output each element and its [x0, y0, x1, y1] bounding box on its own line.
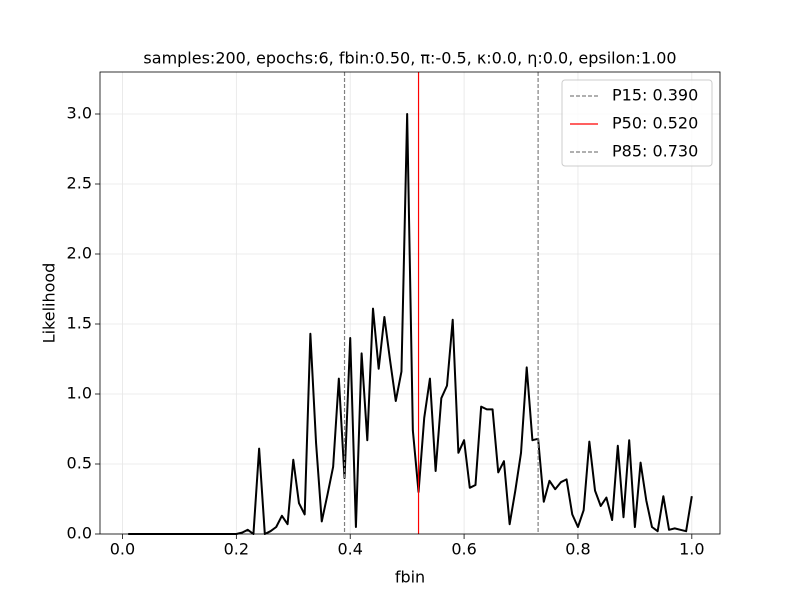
y-tick-label: 0.5 — [67, 454, 92, 473]
x-tick-label: 0.8 — [565, 540, 590, 559]
x-tick-label: 0.4 — [337, 540, 362, 559]
legend-label: P50: 0.520 — [612, 114, 698, 133]
chart-title: samples:200, epochs:6, fbin:0.50, π:-0.5… — [143, 49, 676, 68]
y-tick-label: 1.5 — [67, 314, 92, 333]
y-tick-label: 2.5 — [67, 174, 92, 193]
legend-box — [561, 79, 713, 167]
x-tick-label: 0.0 — [110, 540, 135, 559]
x-tick-label: 0.6 — [451, 540, 476, 559]
y-tick-label: 2.0 — [67, 244, 92, 263]
x-axis-label: fbin — [395, 568, 425, 587]
plot-frame — [99, 71, 721, 535]
legend-label: P85: 0.730 — [612, 142, 698, 161]
legend-label: P15: 0.390 — [612, 86, 698, 105]
x-tick-label: 1.0 — [679, 540, 704, 559]
y-tick-label: 3.0 — [67, 104, 92, 123]
x-tick-label: 0.2 — [224, 540, 249, 559]
y-tick-label: 0.0 — [67, 524, 92, 543]
y-tick-label: 1.0 — [67, 384, 92, 403]
y-axis-label: Likelihood — [40, 263, 59, 344]
